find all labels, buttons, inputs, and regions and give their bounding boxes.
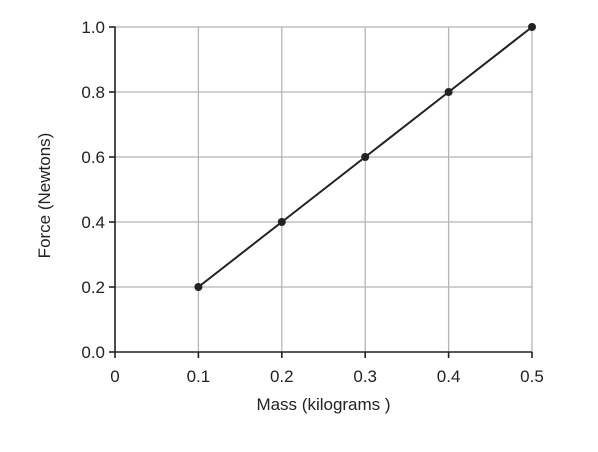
x-tick-label: 0.5	[520, 367, 544, 386]
x-tick-label: 0.2	[270, 367, 294, 386]
y-axis-label: Force (Newtons)	[35, 133, 54, 259]
y-tick-label: 0.8	[81, 83, 105, 102]
x-tick-label: 0.1	[187, 367, 211, 386]
axes	[109, 26, 533, 358]
y-tick-label: 0.4	[81, 213, 105, 232]
x-tick-label: 0	[110, 367, 119, 386]
y-tick-label: 1.0	[81, 18, 105, 37]
y-tick-label: 0.0	[81, 343, 105, 362]
data-point	[444, 88, 453, 96]
x-tick-label: 0.4	[437, 367, 461, 386]
data-point	[361, 153, 370, 161]
tick-labels: 0.0 0.2 0.4 0.6 0.8 1.0 0 0.1 0.2 0.3 0.4 0.5	[81, 18, 543, 386]
y-tick-label: 0.2	[81, 278, 105, 297]
data-point	[528, 23, 536, 31]
data-point	[277, 218, 286, 226]
x-tick-label: 0.3	[353, 367, 377, 386]
data-point	[194, 283, 203, 291]
grid	[115, 26, 533, 352]
y-tick-label: 0.6	[81, 148, 105, 167]
x-axis-label: Mass (kilograms )	[256, 395, 390, 414]
series	[194, 23, 536, 291]
